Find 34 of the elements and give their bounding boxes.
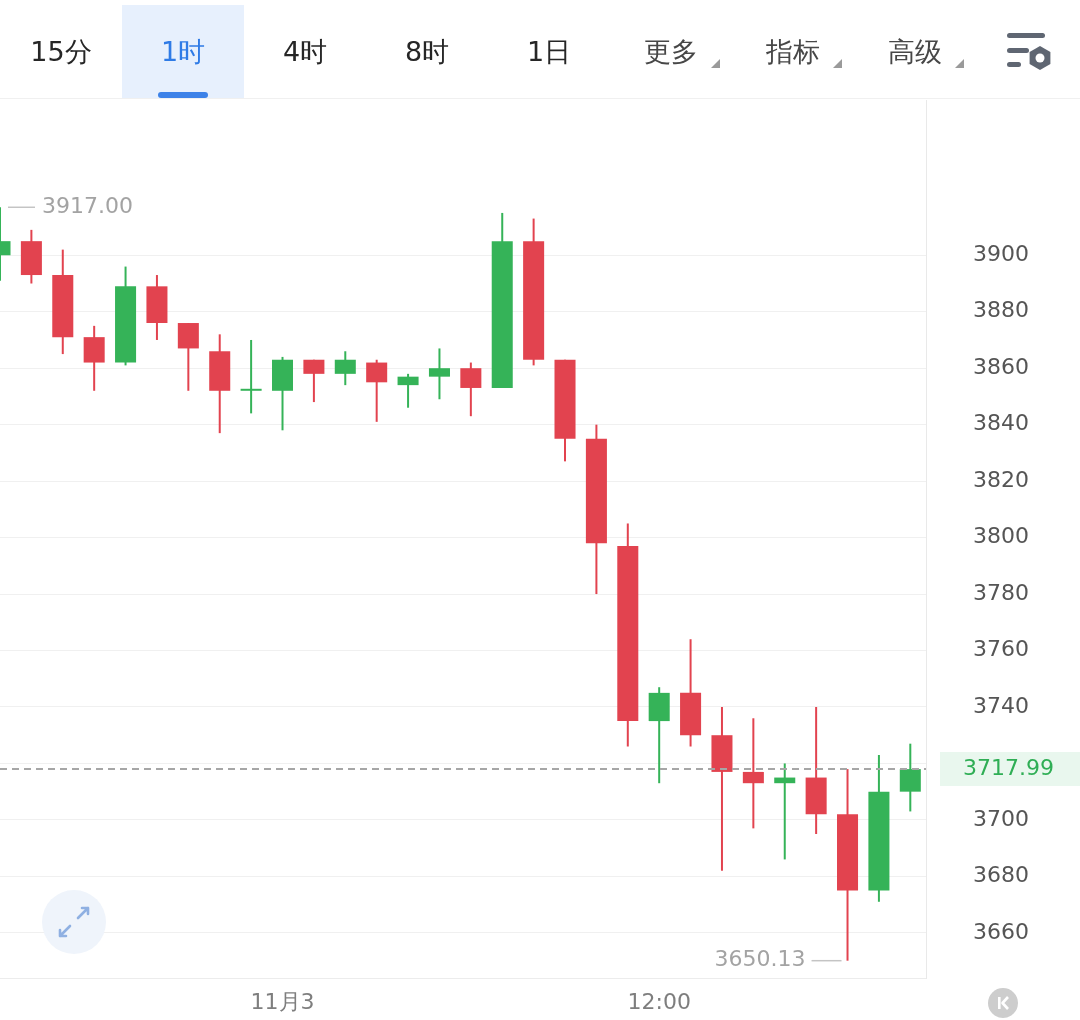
- text: 15分: [30, 35, 92, 68]
- candlestick: [397, 372, 419, 409]
- candlestick: [366, 358, 388, 423]
- y-tick-label: 3840: [973, 410, 1029, 436]
- y-tick-label: 3860: [973, 353, 1029, 379]
- ref-line-label: 3717.99: [963, 754, 1054, 780]
- text: 指标: [766, 35, 820, 68]
- x-tick-label: 12:00: [627, 988, 691, 1014]
- annotation: 3917.00: [42, 193, 133, 218]
- y-tick-label: 3740: [973, 692, 1029, 718]
- candlestick: [334, 350, 356, 387]
- candlestick: [460, 361, 482, 418]
- text: 高级: [888, 35, 942, 68]
- y-tick-label: 3800: [973, 523, 1029, 549]
- text: 更多: [644, 35, 698, 68]
- text: 1时: [122, 5, 244, 98]
- y-tick-label: 3780: [973, 579, 1029, 605]
- text: 4时: [282, 35, 328, 68]
- x-tick-label: 11月3: [250, 988, 315, 1014]
- candlestick: [742, 717, 764, 830]
- text: 1日: [526, 35, 572, 68]
- text: 8时: [404, 35, 450, 68]
- y-tick-label: 3760: [973, 636, 1029, 662]
- y-tick-label: 3880: [973, 297, 1029, 323]
- candlestick: [240, 338, 262, 415]
- candlestick: [428, 347, 450, 401]
- y-tick-label: 3680: [973, 862, 1029, 888]
- y-tick-label: 3660: [973, 918, 1029, 944]
- candlestick: [899, 742, 921, 813]
- candlestick: [303, 358, 325, 404]
- annotation: 3650.13: [714, 946, 806, 972]
- y-tick-label: 3820: [973, 466, 1029, 492]
- y-tick-label: 3900: [973, 240, 1029, 266]
- y-tick-label: 3700: [973, 805, 1029, 831]
